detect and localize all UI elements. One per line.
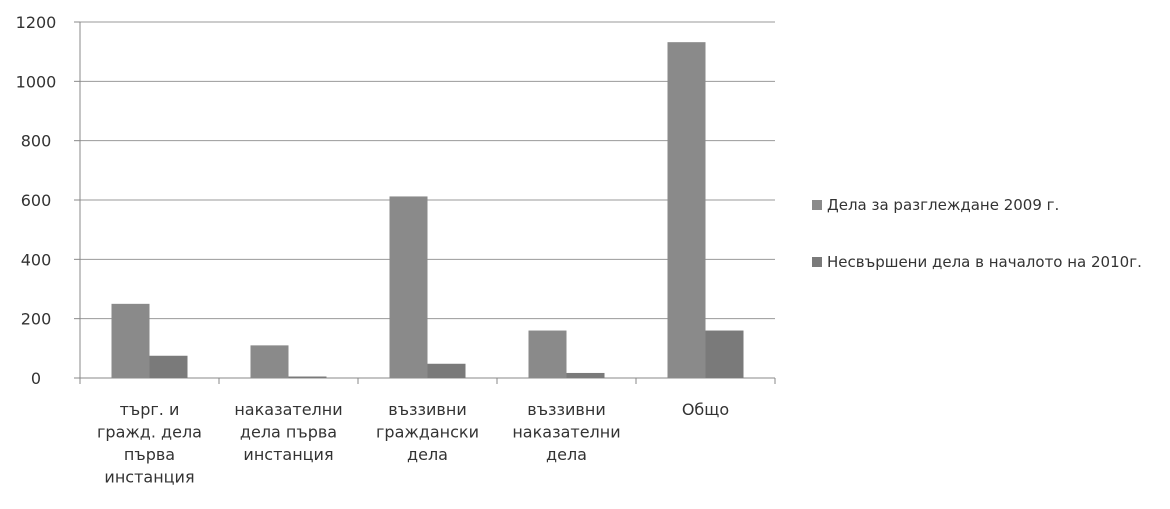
x-category-label: граждански [376,423,479,442]
x-category-label: търг. и [120,400,180,419]
x-category-label: дела [407,445,448,464]
bar-series-2-cat-2 [288,376,327,378]
y-tick-label: 600 [21,191,52,210]
x-category-label: въззивни [388,400,466,419]
x-category-label: Общо [682,400,729,419]
legend-item-series-2: Несвършени дела в началото на 2010г. [812,253,1162,272]
bar-series-2-cat-5 [705,330,744,378]
x-category-label: дела първа [240,423,337,442]
legend-item-series-1: Дела за разглеждане 2009 г. [812,196,1162,215]
bar-series-2-cat-4 [566,372,605,378]
x-category-label: гражд. дела [97,423,202,442]
bar-series-1-cat-3 [389,196,428,378]
legend: Дела за разглеждане 2009 г. Несвършени д… [812,196,1162,310]
legend-label-series-2: Несвършени дела в началото на 2010г. [827,253,1142,271]
y-tick-label: 400 [21,250,52,269]
bar-series-2-cat-1 [149,355,188,378]
bar-series-1-cat-1 [111,303,150,378]
x-category-label: въззивни [527,400,605,419]
x-category-label: инстанция [243,445,333,464]
x-category-label: наказателни [234,400,342,419]
category-labels: търг. и гражд. дела първа инстанция наказате… [97,400,729,487]
x-axis [79,377,776,384]
x-category-label: инстанция [104,468,194,487]
x-category-label: наказателни [512,423,620,442]
legend-swatch-series-1 [812,200,822,210]
x-category-label: първа [124,445,175,464]
bar-series-1-cat-5 [667,42,706,378]
bar-series-1-cat-4 [528,330,567,378]
bars [111,42,744,378]
legend-label-series-1: Дела за разглеждане 2009 г. [827,196,1060,214]
x-category-label: дела [546,445,587,464]
y-tick-label: 1200 [16,13,57,32]
legend-swatch-series-2 [812,257,822,267]
bar-series-2-cat-3 [427,363,466,378]
y-tick-label: 800 [21,132,52,151]
y-axis: 0 200 400 600 800 1000 1200 [16,13,81,388]
y-tick-label: 200 [21,310,52,329]
y-tick-label: 0 [31,369,41,388]
y-tick-label: 1000 [16,72,57,91]
bar-series-1-cat-2 [250,345,289,378]
